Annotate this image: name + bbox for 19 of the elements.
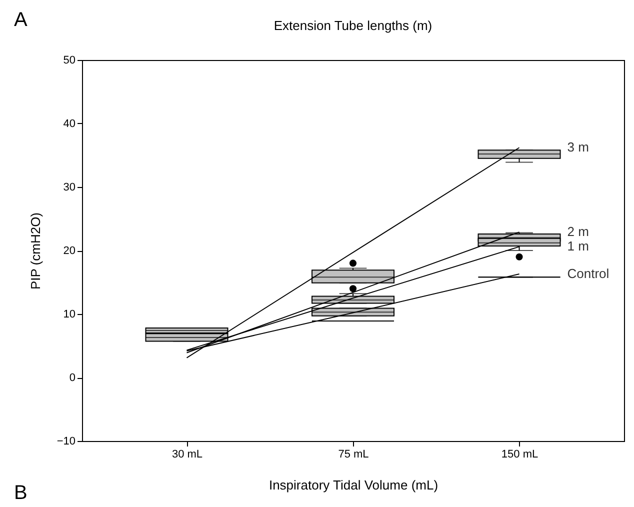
- y-tick-label: −10: [56, 436, 76, 448]
- x-axis-title: Inspiratory Tidal Volume (mL): [268, 478, 438, 492]
- y-axis-title: PIP (cmH2O): [28, 212, 43, 290]
- y-tick-label: 50: [63, 54, 76, 66]
- text: 2 m: [567, 224, 589, 240]
- x-tick-label: 150 mL: [501, 448, 538, 460]
- text: 1 m: [567, 238, 589, 254]
- x-tick-label: 30 mL: [172, 448, 203, 460]
- y-tick-label: 40: [63, 118, 76, 130]
- text: 3 m: [567, 140, 589, 155]
- chart-title: Extension Tube lengths (m): [274, 18, 432, 33]
- text: A: [14, 9, 28, 31]
- text: B: [14, 482, 28, 504]
- y-tick-label: 20: [63, 245, 76, 257]
- x-tick-label: 75 mL: [338, 448, 369, 460]
- text: Control: [567, 266, 610, 281]
- y-tick-label: 30: [63, 182, 76, 194]
- y-tick-label: 10: [63, 308, 76, 320]
- y-tick-label: 0: [69, 372, 76, 384]
